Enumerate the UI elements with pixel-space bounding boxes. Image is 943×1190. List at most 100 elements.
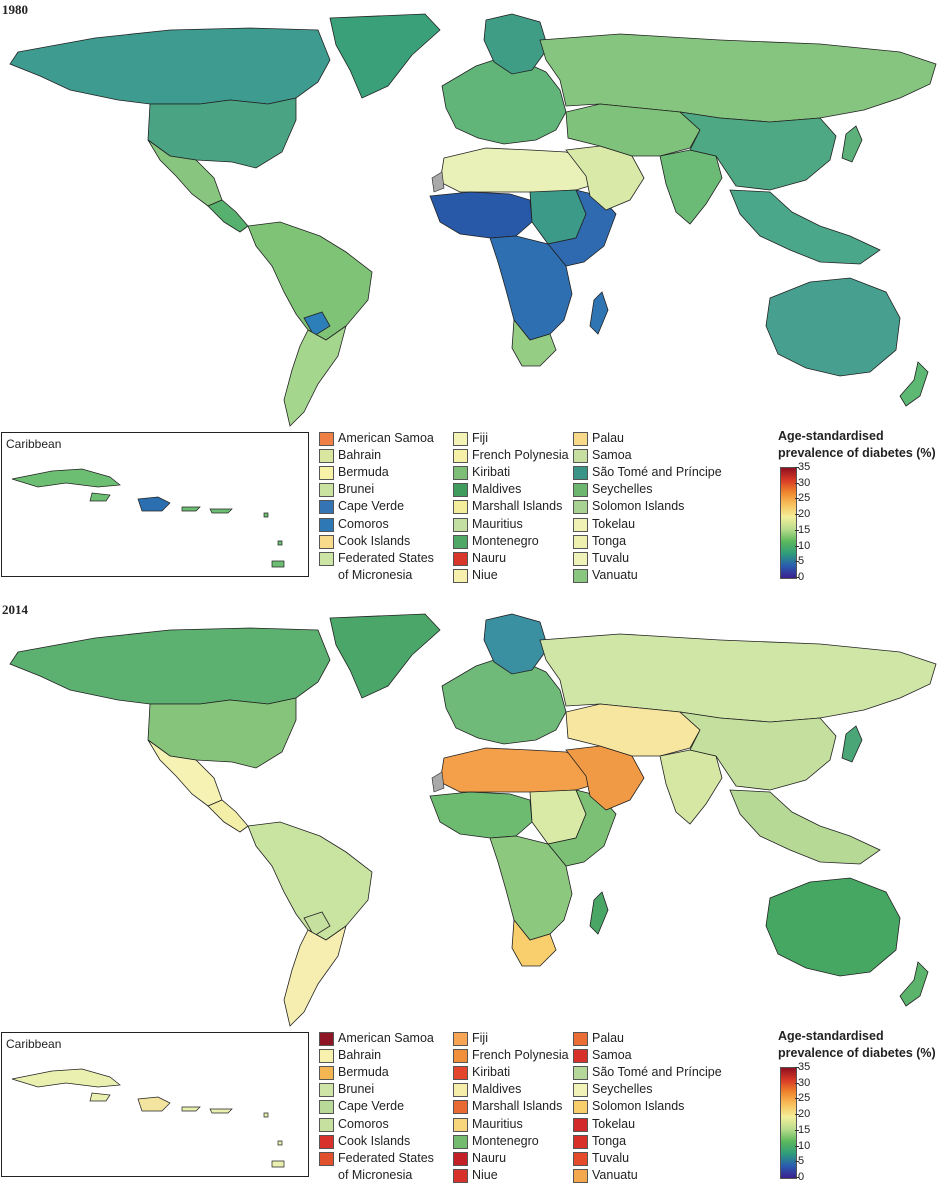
scale-tickmark — [795, 514, 799, 516]
scale-title-line1: Age-standardised — [778, 429, 884, 443]
legend-swatch — [573, 1117, 588, 1132]
legend-label: Bahrain — [338, 1048, 382, 1063]
region-europe — [441, 657, 567, 745]
color-scale-bar — [780, 1067, 797, 1179]
legend-swatch — [319, 1049, 334, 1064]
legend-swatch — [573, 1066, 588, 1081]
legend-label: Solomon Islands — [592, 1099, 685, 1114]
island-hispaniola — [137, 1096, 171, 1112]
scale-tickmark — [795, 482, 799, 484]
legend-swatch — [453, 1117, 468, 1132]
scale-tick-label: 0 — [798, 571, 805, 583]
scale-tick-label: 35 — [798, 1061, 811, 1073]
legend-label: Federated States — [338, 550, 434, 565]
legend-label: Nauru — [472, 550, 507, 565]
legend-swatch — [453, 568, 468, 583]
legend-label: Mauritius — [472, 516, 523, 531]
region-new-zealand — [899, 361, 929, 407]
legend-swatch — [573, 517, 588, 532]
scale-tick-label: 10 — [798, 1139, 811, 1152]
scale-tick-label: 20 — [798, 508, 811, 521]
island-caribbean-islands — [209, 508, 233, 514]
legend-swatch — [319, 1066, 334, 1081]
legend-label: Montenegro — [472, 1133, 539, 1148]
legend-swatch — [573, 568, 588, 583]
legend-swatch — [319, 534, 334, 549]
legend-swatch — [453, 534, 468, 549]
legend-swatch — [453, 500, 468, 515]
legend-label: Cape Verde — [338, 499, 405, 514]
scale-title-line2: prevalence of diabetes (%) — [778, 446, 936, 460]
caribbean-title: Caribbean — [6, 437, 62, 451]
legend-label: Kiribati — [472, 465, 511, 480]
island-caribbean-islands — [277, 540, 283, 546]
legend-swatch — [319, 449, 334, 464]
island-caribbean-islands — [89, 1092, 111, 1102]
region-central-america — [207, 799, 249, 833]
island-caribbean-islands — [271, 560, 285, 568]
legend-swatch — [319, 500, 334, 515]
legend-swatch — [453, 466, 468, 481]
scale-tick-label: 30 — [798, 1076, 811, 1089]
legend-swatch — [453, 1049, 468, 1064]
legend-label-line2: of Micronesia — [338, 567, 413, 582]
legend-label: Tokelau — [592, 516, 636, 531]
legend-swatch — [573, 1083, 588, 1098]
region-greenland — [329, 13, 441, 99]
legend-label: Cook Islands — [338, 533, 411, 548]
legend-label: Kiribati — [472, 1065, 511, 1080]
legend-label: French Polynesia — [472, 448, 569, 463]
scale-tick-label: 25 — [798, 1092, 811, 1105]
scale-tick-label: 20 — [798, 1108, 811, 1121]
region-japan — [841, 125, 863, 163]
legend-swatch — [319, 1151, 334, 1166]
region-new-zealand — [899, 961, 929, 1007]
legend-label: Nauru — [472, 1150, 507, 1165]
scale-tick-label: 0 — [798, 1171, 805, 1183]
region-north-africa — [439, 747, 597, 793]
scale-title-line1: Age-standardised — [778, 1029, 884, 1043]
legend-swatch — [453, 1134, 468, 1149]
region-southern-africa — [489, 235, 573, 341]
legend-label: Montenegro — [472, 533, 539, 548]
region-se-asia — [729, 789, 881, 865]
legend-label: Bermuda — [338, 465, 389, 480]
region-no-data — [431, 771, 445, 793]
island-caribbean-islands — [11, 468, 121, 488]
scale-tickmark — [795, 498, 799, 500]
region-scandinavia — [483, 13, 549, 75]
scale-tickmark — [795, 529, 799, 531]
legend-label: Cook Islands — [338, 1133, 411, 1148]
scale-tick-label: 5 — [798, 1155, 805, 1168]
legend-swatch — [573, 466, 588, 481]
region-west-africa — [429, 191, 533, 239]
island-caribbean-islands — [263, 512, 269, 518]
region-bolivia — [303, 311, 331, 337]
map-panel-2014: 2014 Caribbean American Samoa Bahrain Bermud… — [0, 600, 943, 1190]
legend-swatch — [573, 551, 588, 566]
legend-label: Mauritius — [472, 1116, 523, 1131]
legend-swatch — [573, 1100, 588, 1115]
region-central-america — [207, 199, 249, 233]
legend-label: Vanuatu — [592, 1167, 638, 1182]
legend-label: Niue — [472, 1167, 498, 1182]
region-madagascar — [589, 291, 609, 335]
legend-swatch — [573, 432, 588, 446]
legend-swatch — [453, 449, 468, 464]
island-caribbean-islands — [181, 506, 201, 512]
caribbean-map — [11, 1068, 285, 1168]
legend-label: Comoros — [338, 1116, 389, 1131]
scale-tick-label: 5 — [798, 555, 805, 568]
legend-swatch — [573, 483, 588, 498]
scale-tick-label: 15 — [798, 523, 811, 536]
legend-swatch — [319, 432, 334, 446]
legend-swatch — [453, 551, 468, 566]
island-caribbean-islands — [11, 1068, 121, 1088]
island-caribbean-islands — [89, 492, 111, 502]
legend-label: Tokelau — [592, 1116, 636, 1131]
legend-label: French Polynesia — [472, 1048, 569, 1063]
region-bolivia — [303, 911, 331, 937]
region-se-asia — [729, 189, 881, 265]
legend-label: Brunei — [338, 482, 375, 497]
legend-swatch — [319, 1100, 334, 1115]
